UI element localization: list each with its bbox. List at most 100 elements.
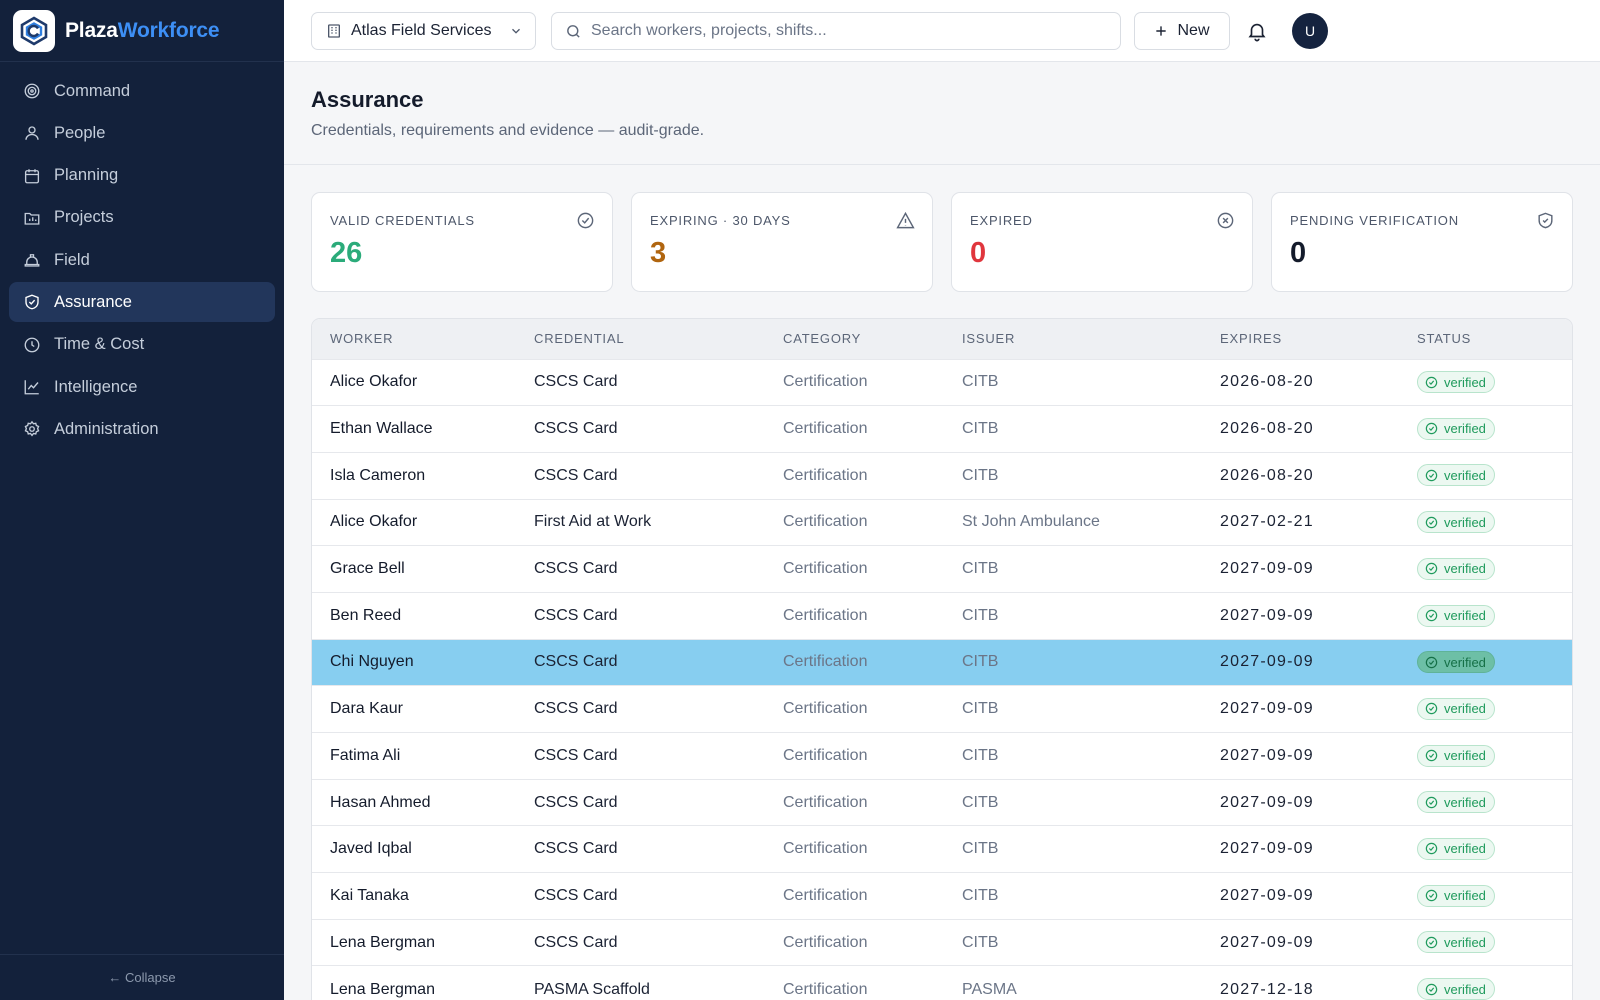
column-header-issuer[interactable]: ISSUER [962,331,1016,347]
check-circle-icon [1425,749,1438,762]
cell-expires: 2027-12-18 [1220,980,1314,998]
sidebar-item-projects[interactable]: Projects [9,198,275,238]
cell-category: Certification [783,420,868,438]
avatar[interactable]: U [1292,13,1328,49]
topbar: Atlas Field Services New U [284,0,1600,62]
org-selector-label: Atlas Field Services [351,22,492,39]
sidebar-item-people[interactable]: People [9,113,275,153]
warning-triangle-icon [896,211,915,229]
table-row[interactable]: Dara Kaur CSCS Card Certification CITB 2027-… [312,685,1572,733]
sidebar-item-time-cost[interactable]: Time & Cost [9,325,275,365]
table-row[interactable]: Ethan Wallace CSCS Card Certification CITB 2… [312,405,1572,453]
status-badge: verified [1417,697,1495,720]
status-badge-label: verified [1444,374,1486,390]
check-circle-icon [1425,516,1438,528]
x-circle-icon [1217,212,1234,229]
new-button[interactable]: New [1134,12,1230,50]
cell-worker: Lena Bergman [330,980,435,998]
cell-category: Certification [783,606,868,624]
column-header-worker[interactable]: WORKER [330,331,394,347]
cell-status: verified [1399,639,1572,686]
table-row[interactable]: Fatima Ali CSCS Card Certification CITB 2027… [312,732,1572,780]
stat-value: 26 [330,237,363,269]
sidebar-item-label: Administration [54,419,159,438]
cell-expires: 2027-09-09 [1220,886,1314,904]
cell-expires: 2027-09-09 [1220,933,1314,951]
cell-credential: CSCS Card [534,653,618,671]
cell-status: verified [1399,546,1572,593]
stat-card-expired: EXPIRED 0 [951,192,1253,292]
cell-credential: First Aid at Work [534,513,652,531]
cell-worker: Hasan Ahmed [330,793,431,811]
status-badge-label: verified [1444,421,1486,437]
status-badge: verified [1417,417,1495,440]
table-row[interactable]: Kai Tanaka CSCS Card Certification CITB 2027… [312,872,1572,920]
table-row[interactable]: Ben Reed CSCS Card Certification CITB 2027-0… [312,592,1572,639]
stat-value: 0 [1290,237,1307,269]
cell-worker: Dara Kaur [330,700,403,718]
sidebar-item-label: Command [54,81,131,100]
check-circle-icon [1425,889,1438,902]
cell-status: verified [1399,499,1572,546]
stat-value: 3 [650,237,667,269]
sidebar-item-label: Projects [54,208,114,227]
table-row[interactable]: Lena Bergman CSCS Card Certification CITB 20… [312,919,1572,966]
sidebar-item-field[interactable]: Field [9,240,275,280]
check-circle-icon [1425,703,1438,715]
check-circle-icon [1425,983,1438,996]
sidebar-item-label: Assurance [54,292,132,311]
stat-card-expiring: EXPIRING · 30 DAYS 3 [631,192,933,292]
status-badge-label: verified [1444,561,1486,577]
cell-credential: CSCS Card [534,746,618,764]
table-row[interactable]: Grace Bell CSCS Card Certification CITB 2027… [312,545,1572,593]
cell-credential: CSCS Card [534,840,618,858]
table-row[interactable]: Lena Bergman PASMA Scaffold Certification P… [312,965,1572,1000]
collapse-sidebar-button[interactable]: ← Collapse [0,954,284,1000]
sidebar-item-administration[interactable]: Administration [9,409,275,449]
cell-worker: Fatima Ali [330,746,401,764]
sidebar-item-assurance[interactable]: Assurance [9,282,275,323]
table-row[interactable]: Alice Okafor CSCS Card Certification CITB 20… [312,359,1572,406]
table-row[interactable]: Isla Cameron CSCS Card Certification CITB 20… [312,452,1572,499]
brand-name: PlazaWorkforce [65,18,220,42]
column-header-status[interactable]: STATUS [1417,331,1472,347]
cell-expires: 2027-09-09 [1220,700,1314,718]
column-header-expires[interactable]: EXPIRES [1220,331,1282,347]
check-circle-icon [1425,656,1438,668]
sidebar-item-planning[interactable]: Planning [9,156,275,196]
cell-expires: 2027-09-09 [1220,606,1314,624]
cell-category: Certification [783,653,868,671]
bell-icon[interactable] [1246,20,1268,42]
calendar-icon [24,168,40,184]
cell-status: verified [1399,826,1572,873]
table-row[interactable]: Chi Nguyen CSCS Card Certification CITB 2027… [312,639,1572,686]
column-header-category[interactable]: CATEGORY [783,331,862,347]
org-selector[interactable]: Atlas Field Services [311,12,536,50]
cell-issuer: CITB [962,606,999,624]
folder-chart-icon [24,212,40,225]
status-badge: verified [1417,931,1495,954]
sidebar-item-command[interactable]: Command [9,71,275,111]
sidebar-item-intelligence[interactable]: Intelligence [9,367,275,407]
status-badge-label: verified [1444,794,1486,810]
table-row[interactable]: Hasan Ahmed CSCS Card Certification CITB 202… [312,779,1572,826]
table-row[interactable]: Javed Iqbal CSCS Card Certification CITB 202… [312,825,1572,873]
status-badge: verified [1417,884,1495,907]
cell-category: Certification [783,560,868,578]
cell-category: Certification [783,980,868,998]
table-row[interactable]: Alice Okafor First Aid at Work Certificati… [312,499,1572,546]
cell-expires: 2027-09-09 [1220,840,1314,858]
cell-worker: Grace Bell [330,560,405,578]
cell-status: verified [1399,359,1572,406]
stat-label: EXPIRED [970,213,1033,228]
column-header-credential[interactable]: CREDENTIAL [534,331,625,347]
check-circle-icon [1425,376,1438,388]
cell-expires: 2027-09-09 [1220,653,1314,671]
cell-issuer: CITB [962,886,999,904]
cell-credential: CSCS Card [534,700,618,718]
status-badge-label: verified [1444,608,1486,624]
search-input[interactable] [591,22,1111,40]
sidebar-item-label: Time & Cost [54,335,145,354]
cell-credential: CSCS Card [534,933,618,951]
cell-worker: Javed Iqbal [330,840,412,858]
